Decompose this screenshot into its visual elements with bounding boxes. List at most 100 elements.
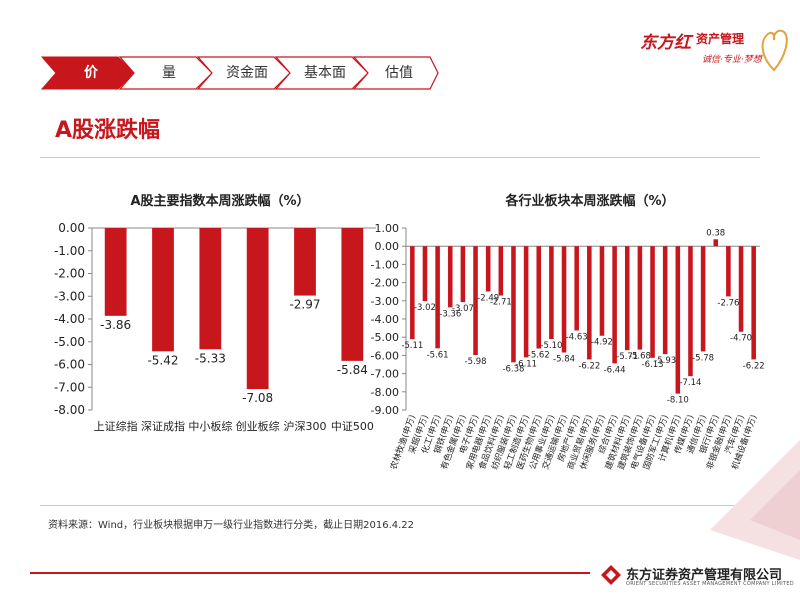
industry-bar — [713, 239, 719, 247]
value-label: -5.11 — [401, 341, 423, 351]
industry-bar — [422, 246, 428, 302]
industry-bar — [587, 246, 592, 360]
industry-bar — [637, 246, 643, 350]
value-label: -5.98 — [465, 357, 487, 367]
value-label: -2.49 — [477, 294, 499, 304]
industry-bar — [485, 246, 491, 292]
value-label: -5.62 — [528, 350, 550, 360]
industry-bar — [536, 246, 542, 349]
footer-company-en: ORIENT SECURITIES ASSET MANAGEMENT COMPA… — [626, 581, 794, 587]
category-label: 创业板综 — [236, 419, 280, 433]
index-bar — [246, 228, 269, 390]
value-label: -4.63 — [566, 332, 588, 342]
y-tick-label: -6.00 — [54, 358, 85, 372]
y-tick-label: -1.00 — [371, 258, 399, 271]
category-label: 沪深300 — [284, 419, 327, 433]
value-label: -6.44 — [604, 365, 626, 375]
index-bar — [341, 228, 364, 361]
industry-bar — [473, 246, 478, 356]
watermark-logo-icon — [710, 440, 800, 560]
brand-logo-text: 东方红 — [640, 33, 691, 53]
index-bar — [152, 228, 174, 352]
value-label: -6.22 — [743, 361, 765, 371]
index-bar — [199, 228, 222, 350]
y-tick-label: 0.00 — [375, 240, 400, 253]
brand-logo: 东方红 资产管理 诚信·专业·梦想 — [640, 22, 790, 74]
industry-bar — [662, 246, 668, 355]
y-tick-label: -7.00 — [54, 380, 85, 394]
value-label: -5.84 — [337, 363, 368, 377]
y-tick-label: -8.00 — [371, 386, 399, 399]
value-label: -4.70 — [730, 334, 752, 344]
y-tick-label: -5.00 — [54, 335, 85, 349]
tab-valuation[interactable]: 估值 — [385, 65, 413, 81]
value-label: -5.68 — [629, 352, 651, 362]
industry-bar — [523, 246, 529, 358]
nav-tabs: 价 量 资金面 基本面 估值 — [40, 55, 440, 91]
industry-bar — [498, 246, 504, 296]
y-tick-label: -7.00 — [371, 368, 399, 381]
tab-volume[interactable]: 量 — [162, 65, 176, 81]
index-bar — [294, 228, 316, 296]
value-label: -7.14 — [679, 378, 701, 388]
industry-bar — [460, 246, 466, 303]
company-logo-icon — [601, 565, 621, 585]
value-label: -2.97 — [289, 298, 320, 312]
value-label: -5.33 — [195, 351, 226, 365]
tab-price[interactable]: 价 — [84, 65, 98, 81]
section-divider — [40, 157, 760, 158]
value-label: -3.07 — [452, 304, 474, 314]
value-label: 0.38 — [706, 228, 725, 238]
y-tick-label: -8.00 — [54, 403, 85, 417]
y-tick-label: -2.00 — [371, 277, 399, 290]
industry-bar — [650, 246, 655, 358]
industry-bar — [574, 246, 579, 331]
y-tick-label: 0.00 — [58, 221, 85, 235]
category-label: 中小板综 — [188, 419, 232, 433]
y-tick-label: -4.00 — [54, 312, 85, 326]
value-label: -5.93 — [654, 356, 676, 366]
chart-title: 各行业板块本周涨跌幅（%） — [504, 193, 674, 209]
value-label: -6.11 — [515, 359, 537, 369]
industry-bar — [726, 246, 731, 297]
footer-brand: 东方证券资产管理有限公司 ORIENT SECURITIES ASSET MAN… — [600, 561, 794, 591]
industry-bar — [688, 246, 693, 377]
industry-bar — [751, 246, 756, 360]
value-label: -5.42 — [147, 353, 178, 367]
industry-bar — [700, 246, 706, 352]
brand-logo-slogan: 诚信·专业·梦想 — [702, 55, 762, 65]
index-bar — [104, 228, 127, 316]
industry-bar — [511, 246, 516, 363]
y-tick-label: -1.00 — [54, 244, 85, 258]
brand-logo-sub: 资产管理 — [696, 32, 745, 46]
index-returns-chart: A股主要指数本周涨跌幅（%） 0.00 -1.00 -2.00 -3.00 -4.00 -5… — [54, 193, 376, 433]
tab-capital[interactable]: 资金面 — [226, 65, 268, 81]
industry-bar — [612, 246, 617, 364]
nav-tabs-shapes — [40, 56, 439, 90]
section-title: A股涨跌幅 — [55, 118, 161, 143]
chart-title: A股主要指数本周涨跌幅（%） — [130, 193, 309, 209]
value-label: -6.22 — [578, 361, 600, 371]
y-tick-label: -2.00 — [54, 267, 85, 281]
y-tick-label: -9.00 — [371, 404, 399, 417]
industry-bar — [599, 246, 605, 336]
value-label: -4.92 — [591, 338, 613, 348]
value-label: -6.38 — [502, 364, 524, 374]
category-label: 中证500 — [331, 420, 374, 433]
value-label: -6.13 — [642, 360, 664, 370]
industry-bar — [624, 246, 630, 351]
value-label: -7.08 — [242, 391, 273, 405]
value-label: -5.78 — [692, 353, 714, 363]
heart-logo-icon — [761, 29, 788, 72]
industry-bar — [447, 246, 453, 308]
industry-bar — [738, 246, 744, 332]
value-label: -3.86 — [100, 318, 131, 332]
value-label: -5.61 — [427, 350, 449, 360]
y-tick-label: -5.00 — [371, 331, 399, 344]
value-label: -5.10 — [540, 341, 562, 351]
y-tick-label: -3.00 — [371, 295, 399, 308]
tab-fundamentals[interactable]: 基本面 — [304, 65, 346, 81]
industry-bar — [410, 246, 415, 340]
industry-bar — [561, 246, 567, 353]
y-tick-label: -3.00 — [54, 289, 85, 303]
